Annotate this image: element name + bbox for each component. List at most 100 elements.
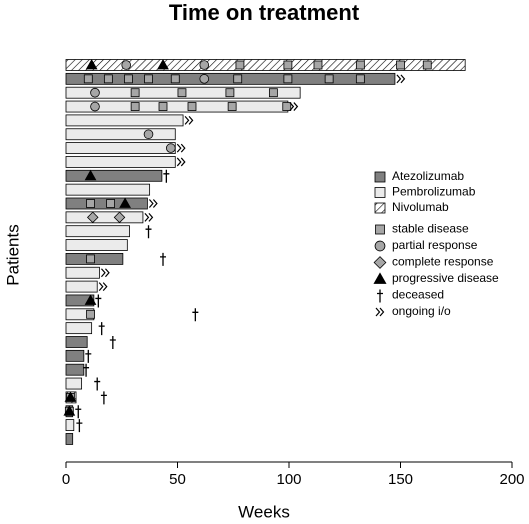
stable-disease-marker	[282, 102, 292, 111]
stable-disease-marker	[396, 60, 405, 70]
ongoing-marker	[176, 157, 186, 167]
stable-disease-marker	[106, 199, 115, 208]
legend-symbol	[375, 307, 385, 317]
progressive-disease-marker	[84, 294, 97, 305]
deceased-marker	[192, 308, 199, 322]
stable-disease-marker	[170, 74, 180, 84]
legend-label: Nivolumab	[392, 200, 449, 214]
stable-disease-marker	[233, 74, 243, 84]
deceased-marker	[75, 405, 82, 419]
deceased-marker	[109, 336, 116, 349]
stable-disease-marker	[144, 74, 153, 84]
partial-response-marker	[199, 60, 210, 70]
progressive-disease-marker	[64, 391, 77, 402]
bar	[65, 114, 184, 127]
stable-disease-marker	[324, 74, 334, 84]
legend-label: complete response	[392, 255, 494, 269]
x-axis-label: Weeks	[238, 502, 290, 521]
y-axis-label: Patients	[3, 224, 22, 285]
stable-disease-marker	[86, 254, 95, 264]
x-tick-label: 50	[169, 471, 186, 488]
bar	[65, 363, 85, 376]
stable-disease-marker	[355, 60, 365, 70]
bar	[65, 433, 74, 445]
deceased-marker	[100, 391, 107, 405]
stable-disease-marker	[227, 102, 237, 111]
bar	[65, 211, 144, 224]
legend-symbol	[373, 272, 387, 284]
ongoing-marker	[98, 282, 108, 291]
bar	[65, 266, 100, 279]
stable-disease-marker	[158, 102, 168, 111]
legend-symbol	[374, 240, 386, 252]
ongoing-marker	[176, 143, 186, 153]
partial-response-marker	[166, 143, 176, 153]
stable-disease-marker	[83, 74, 93, 84]
deceased-marker	[85, 349, 92, 363]
x-tick-label: 200	[499, 471, 524, 488]
legend-label: progressive disease	[392, 271, 499, 285]
progressive-disease-marker	[84, 169, 97, 181]
bar	[65, 377, 83, 390]
progressive-disease-marker	[157, 58, 169, 70]
progressive-disease-marker	[63, 405, 76, 416]
bar	[65, 322, 93, 335]
legend-swatch	[374, 187, 386, 198]
partial-response-marker	[90, 101, 100, 112]
stable-disease-marker	[86, 199, 95, 208]
ongoing-marker	[144, 212, 154, 222]
deceased-marker	[76, 419, 83, 433]
bar	[65, 349, 85, 362]
stable-disease-marker	[130, 88, 140, 98]
deceased-marker	[145, 225, 152, 239]
chart-title: Time on treatment	[169, 0, 360, 25]
x-tick-label: 100	[276, 471, 301, 488]
stable-disease-marker	[103, 74, 113, 84]
legend-swatch	[374, 171, 386, 183]
bar	[65, 72, 396, 85]
x-tick-label: 0	[62, 471, 70, 488]
stable-disease-marker	[283, 74, 293, 84]
partial-response-marker	[121, 60, 132, 70]
stable-disease-marker	[130, 102, 140, 111]
stable-disease-marker	[355, 74, 365, 84]
stable-disease-marker	[422, 60, 432, 70]
legend-label: Pembrolizumab	[392, 185, 476, 199]
bar	[65, 183, 151, 196]
partial-response-marker	[199, 74, 210, 84]
complete-response-marker	[113, 211, 126, 224]
bar	[65, 156, 176, 168]
legend-label: deceased	[392, 288, 444, 302]
stable-disease-marker	[187, 102, 197, 111]
complete-response-marker	[86, 211, 99, 224]
x-tick-label: 150	[388, 471, 413, 488]
bar	[65, 419, 75, 432]
stable-disease-marker	[313, 60, 323, 70]
ongoing-marker	[148, 199, 158, 208]
bar	[65, 336, 88, 348]
legend-swatch	[374, 202, 386, 214]
legend-symbol	[377, 289, 383, 303]
legend-label: partial response	[392, 238, 478, 252]
bar	[65, 128, 176, 141]
legend-label: ongoing i/o	[392, 304, 451, 318]
legend-label: stable disease	[392, 222, 469, 236]
partial-response-marker	[143, 129, 154, 140]
partial-response-marker	[90, 87, 100, 98]
ongoing-marker	[100, 268, 110, 278]
stable-disease-marker	[268, 88, 278, 98]
deceased-marker	[160, 252, 167, 266]
bar	[65, 142, 176, 155]
bar	[65, 239, 128, 251]
deceased-marker	[163, 169, 170, 183]
ongoing-marker	[184, 116, 194, 125]
stable-disease-marker	[177, 88, 187, 98]
legend-label: Atezolizumab	[392, 169, 464, 183]
bar	[65, 59, 466, 71]
bar	[65, 225, 130, 238]
stable-disease-marker	[283, 60, 293, 70]
deceased-marker	[95, 294, 102, 308]
stable-disease-marker	[225, 88, 235, 98]
legend-symbol	[373, 256, 387, 269]
